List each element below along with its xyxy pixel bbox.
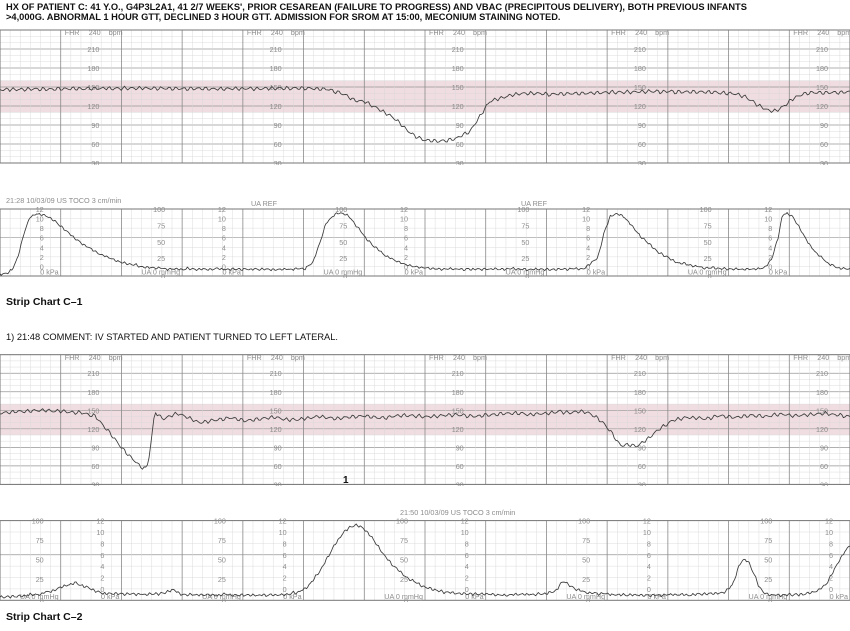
svg-text:10: 10	[279, 528, 287, 537]
svg-text:2: 2	[100, 574, 104, 583]
svg-text:2: 2	[647, 574, 651, 583]
svg-text:12: 12	[825, 517, 833, 526]
svg-text:8: 8	[100, 539, 104, 548]
svg-text:100: 100	[214, 517, 226, 526]
svg-text:8: 8	[647, 539, 651, 548]
svg-text:2: 2	[283, 574, 287, 583]
svg-text:4: 4	[829, 562, 833, 571]
svg-text:UA 0 mmHg: UA 0 mmHg	[202, 592, 241, 601]
svg-text:75: 75	[400, 536, 408, 545]
svg-text:50: 50	[582, 556, 590, 565]
svg-text:50: 50	[218, 556, 226, 565]
svg-text:25: 25	[764, 575, 772, 584]
svg-text:100: 100	[760, 517, 772, 526]
svg-text:6: 6	[100, 551, 104, 560]
svg-text:75: 75	[764, 536, 772, 545]
svg-text:10: 10	[643, 528, 651, 537]
svg-text:4: 4	[465, 562, 469, 571]
svg-text:10: 10	[825, 528, 833, 537]
svg-text:0 kPa: 0 kPa	[283, 592, 301, 601]
svg-text:25: 25	[218, 575, 226, 584]
svg-text:12: 12	[643, 517, 651, 526]
svg-text:12: 12	[461, 517, 469, 526]
svg-text:50: 50	[400, 556, 408, 565]
svg-text:UA 0 mmHg: UA 0 mmHg	[384, 592, 423, 601]
svg-text:0 kPa: 0 kPa	[830, 592, 848, 601]
svg-text:12: 12	[279, 517, 287, 526]
svg-text:25: 25	[582, 575, 590, 584]
svg-text:100: 100	[578, 517, 590, 526]
svg-text:75: 75	[218, 536, 226, 545]
svg-text:100: 100	[396, 517, 408, 526]
svg-text:50: 50	[36, 556, 44, 565]
svg-text:6: 6	[829, 551, 833, 560]
svg-text:8: 8	[283, 539, 287, 548]
svg-text:4: 4	[100, 562, 104, 571]
svg-text:4: 4	[647, 562, 651, 571]
svg-text:25: 25	[36, 575, 44, 584]
svg-text:8: 8	[829, 539, 833, 548]
svg-text:4: 4	[283, 562, 287, 571]
svg-text:2: 2	[465, 574, 469, 583]
svg-text:10: 10	[96, 528, 104, 537]
svg-text:6: 6	[283, 551, 287, 560]
svg-text:10: 10	[461, 528, 469, 537]
svg-text:UA 0 mmHg: UA 0 mmHg	[566, 592, 605, 601]
svg-text:75: 75	[36, 536, 44, 545]
svg-text:6: 6	[647, 551, 651, 560]
svg-text:8: 8	[465, 539, 469, 548]
svg-text:6: 6	[465, 551, 469, 560]
svg-text:100: 100	[32, 517, 44, 526]
svg-text:25: 25	[400, 575, 408, 584]
svg-text:12: 12	[96, 517, 104, 526]
svg-text:50: 50	[764, 556, 772, 565]
svg-text:75: 75	[582, 536, 590, 545]
